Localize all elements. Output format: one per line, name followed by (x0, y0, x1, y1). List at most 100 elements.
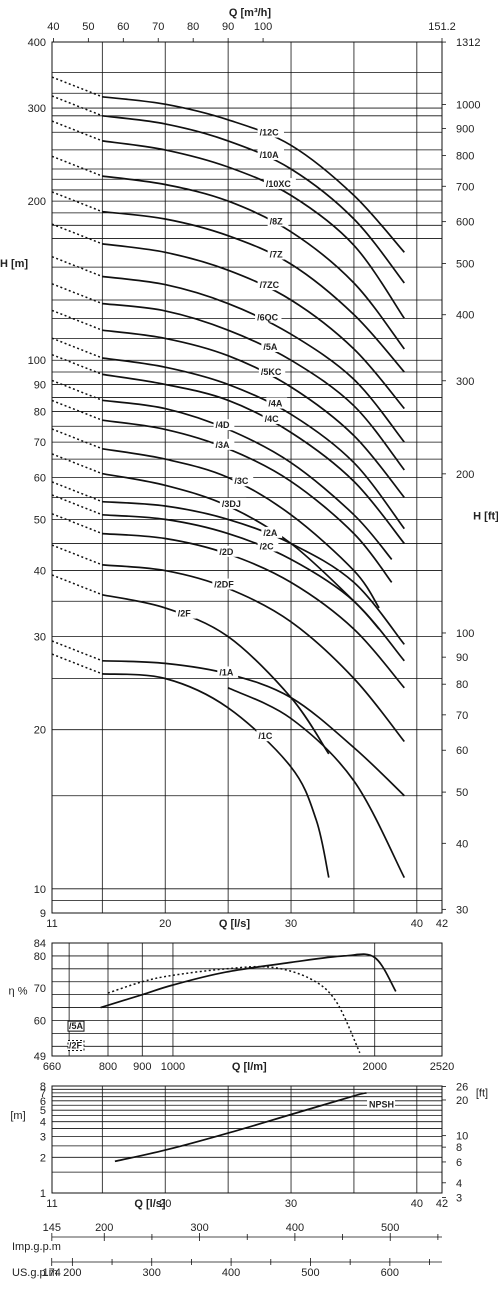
curve-label-bg (257, 148, 284, 160)
x-tick-top: 100 (254, 21, 272, 33)
x-tick-top: 50 (82, 21, 94, 33)
curve-6qc (102, 275, 405, 443)
y-tick-right: 400 (456, 310, 474, 322)
curve-label: /8Z (270, 216, 284, 226)
curve-label-bg (175, 607, 197, 619)
curve-label-bg (217, 666, 239, 678)
curve-label: /2F (178, 609, 192, 619)
curve-label: /4C (265, 414, 280, 424)
curve-label-bg (263, 178, 296, 190)
curve-12c (102, 95, 405, 253)
x-tick-bottom: 11 (46, 918, 57, 930)
curve-label: /7Z (270, 249, 284, 259)
us-tick: 400 (222, 1267, 240, 1279)
curve-label-bg (261, 341, 283, 353)
curve-label: /2D (219, 547, 234, 557)
plot-frame (51, 942, 443, 1057)
curve-dotted-lead (51, 76, 103, 98)
curve-dotted-lead (51, 354, 103, 376)
curve-label-bg (258, 365, 286, 377)
curve-5a (102, 302, 405, 471)
curve-8z (102, 175, 405, 350)
eff-curve-5a (100, 953, 397, 1009)
curve-dotted-lead (51, 574, 103, 596)
y-tick-right: 4 (456, 1178, 462, 1190)
curve-label-bg (261, 526, 283, 538)
legend-label: /2F (69, 1041, 83, 1051)
curve-3dj (102, 472, 380, 630)
curve-4d (102, 399, 393, 560)
y-tick-right: 700 (456, 181, 474, 193)
curve-2a (102, 500, 405, 645)
us-tick: 200 (63, 1267, 81, 1279)
x-tick-top: 40 (47, 21, 59, 33)
npsh-curve (114, 1092, 367, 1163)
curve-label-bg (262, 412, 284, 424)
x-axis-label: Q [l/s] (219, 918, 251, 930)
y-tick-right: 26 (456, 1081, 468, 1093)
y-tick-right: 10 (456, 1131, 468, 1143)
legend-box-solid (67, 1020, 85, 1032)
x-tick-bottom: 20 (159, 918, 171, 930)
y-tick-right: 80 (456, 679, 468, 691)
y-tick-left: 10 (34, 884, 46, 896)
x-tick-top: 60 (117, 21, 129, 33)
curve-label: /7ZC (260, 280, 280, 290)
y-tick-right: 800 (456, 151, 474, 163)
curve-dotted-lead (51, 544, 103, 566)
curve-label-bg (255, 311, 282, 323)
curve-1c-b (227, 687, 406, 878)
curve-dotted-lead (51, 379, 103, 401)
curve-1a (102, 659, 405, 797)
curve-label-bg (266, 397, 288, 409)
curve-label: /1A (219, 667, 234, 677)
curve-label-bg (212, 578, 239, 590)
curve-label-bg (267, 248, 289, 260)
curve-label-bg (232, 475, 254, 487)
y-right-axis-label: H [ft] (473, 510, 498, 522)
y-tick-left: 20 (34, 725, 46, 737)
x-tick: 1000 (161, 1061, 185, 1073)
y-tick: 60 (34, 1015, 46, 1027)
curve-label-bg (257, 540, 279, 552)
y-tick-left: 100 (28, 355, 46, 367)
y-tick-left: 200 (28, 196, 46, 208)
curve-label: /6QC (257, 313, 279, 323)
y-tick-right: 70 (456, 710, 468, 722)
x-tick: 40 (411, 1198, 423, 1210)
curve-label-bg (213, 419, 235, 431)
imp-tick: 300 (190, 1222, 208, 1234)
curve-dotted-lead (51, 428, 103, 450)
curve-dotted-lead (51, 513, 103, 535)
curve-dotted-lead (51, 494, 103, 516)
y-tick-left: 40 (34, 566, 46, 578)
curve-label-bg (257, 279, 284, 291)
x-tick: 42 (436, 1198, 448, 1210)
imp-tick: 500 (381, 1222, 399, 1234)
eff-curve-2f (107, 965, 361, 1054)
y-tick-left: 70 (34, 437, 46, 449)
curve-dotted-lead (51, 283, 103, 305)
imp-gpm-label: Imp.g.p.m (12, 1241, 61, 1253)
y-tick: 4 (40, 1117, 46, 1129)
y-tick: 3 (40, 1131, 46, 1143)
curve-dotted-lead (51, 256, 103, 278)
curve-dotted-lead (51, 640, 103, 662)
curve-dotted-lead (51, 309, 103, 331)
y-tick-right: 90 (456, 652, 468, 664)
curve-label-bg (267, 215, 289, 227)
curve-dotted-lead (51, 481, 103, 503)
curve-1c (102, 673, 330, 878)
curve-10xc (102, 140, 406, 319)
y-tick-right: 20 (456, 1095, 468, 1107)
curve-label: /3A (216, 440, 231, 450)
curve-label-bg (213, 438, 235, 450)
x-tick: 900 (133, 1061, 151, 1073)
curve-dotted-lead (51, 155, 103, 177)
y-tick-left: 400 (28, 37, 46, 49)
y-tick-right: 3 (456, 1193, 462, 1205)
x-tick: 30 (285, 1198, 297, 1210)
